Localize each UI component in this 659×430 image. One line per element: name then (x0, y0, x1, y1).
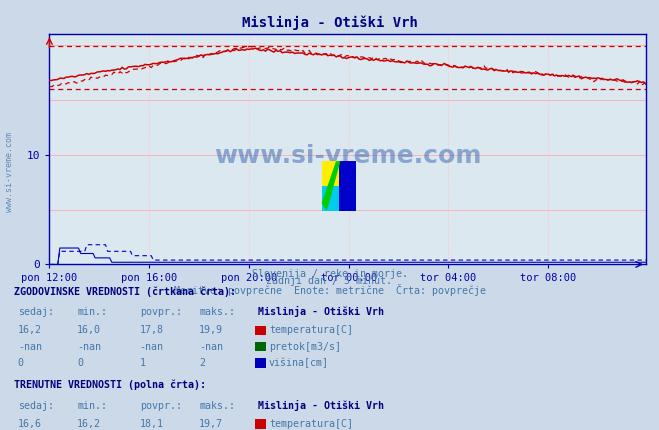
Text: višina[cm]: višina[cm] (269, 357, 329, 368)
Text: Mislinja - Otiški Vrh: Mislinja - Otiški Vrh (258, 400, 384, 411)
Text: 0: 0 (18, 358, 24, 368)
Text: temperatura[C]: temperatura[C] (269, 419, 353, 429)
Text: 17,8: 17,8 (140, 325, 163, 335)
Text: -nan: -nan (140, 341, 163, 352)
Text: 18,1: 18,1 (140, 419, 163, 429)
Text: -nan: -nan (18, 341, 42, 352)
Text: min.:: min.: (77, 307, 107, 317)
Text: povpr.:: povpr.: (140, 401, 182, 411)
Text: Meritve: povprečne  Enote: metrične  Črta: povprečje: Meritve: povprečne Enote: metrične Črta:… (173, 284, 486, 296)
Text: zadnji dan / 5 minut.: zadnji dan / 5 minut. (266, 276, 393, 286)
Text: min.:: min.: (77, 401, 107, 411)
Text: 19,9: 19,9 (199, 325, 223, 335)
Text: 16,2: 16,2 (77, 419, 101, 429)
Text: -nan: -nan (199, 341, 223, 352)
Text: www.si-vreme.com: www.si-vreme.com (5, 132, 14, 212)
Text: pretok[m3/s]: pretok[m3/s] (269, 341, 341, 352)
Text: 1: 1 (140, 358, 146, 368)
Text: TRENUTNE VREDNOSTI (polna črta):: TRENUTNE VREDNOSTI (polna črta): (14, 380, 206, 390)
Text: Slovenija / reke in morje.: Slovenija / reke in morje. (252, 269, 407, 279)
Text: -nan: -nan (77, 341, 101, 352)
Text: sedaj:: sedaj: (18, 307, 54, 317)
Text: 2: 2 (199, 358, 205, 368)
Text: 16,2: 16,2 (18, 325, 42, 335)
Text: maks.:: maks.: (199, 401, 235, 411)
Text: Mislinja - Otiški Vrh: Mislinja - Otiški Vrh (242, 15, 417, 30)
Text: ZGODOVINSKE VREDNOSTI (črtkana črta):: ZGODOVINSKE VREDNOSTI (črtkana črta): (14, 286, 237, 297)
Text: 16,6: 16,6 (18, 419, 42, 429)
Text: www.si-vreme.com: www.si-vreme.com (214, 144, 481, 168)
Text: 0: 0 (77, 358, 83, 368)
Text: povpr.:: povpr.: (140, 307, 182, 317)
Text: Mislinja - Otiški Vrh: Mislinja - Otiški Vrh (258, 306, 384, 317)
Text: temperatura[C]: temperatura[C] (269, 325, 353, 335)
Text: sedaj:: sedaj: (18, 401, 54, 411)
Text: maks.:: maks.: (199, 307, 235, 317)
Text: 16,0: 16,0 (77, 325, 101, 335)
Text: 19,7: 19,7 (199, 419, 223, 429)
